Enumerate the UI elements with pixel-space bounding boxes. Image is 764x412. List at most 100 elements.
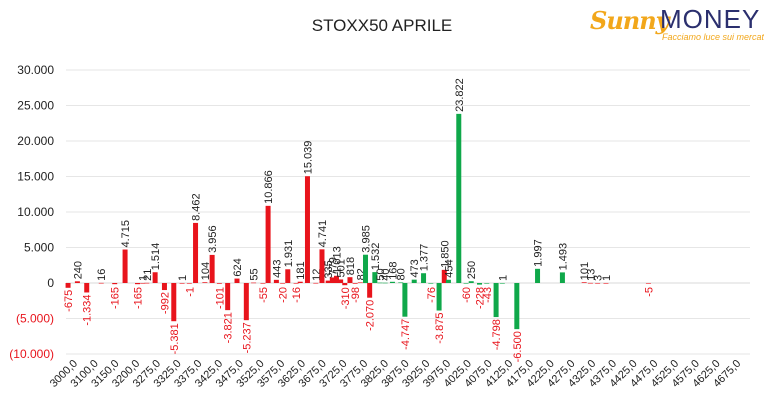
bar-data-label: 4.741 — [317, 220, 329, 248]
bar-data-label: 168 — [387, 261, 399, 279]
bar — [251, 282, 257, 284]
bar-data-label: 4.715 — [120, 220, 132, 248]
bar — [338, 279, 344, 283]
y-tick-label: 30.000 — [17, 63, 54, 77]
bar — [411, 279, 417, 283]
bar-data-label: 501 — [336, 259, 348, 277]
bar — [186, 283, 192, 284]
bar-data-label: -4.798 — [491, 319, 503, 350]
bar — [297, 281, 303, 283]
y-tick-label: 10.000 — [17, 205, 54, 219]
bar — [559, 272, 565, 283]
bar-data-label: 1 — [138, 275, 150, 281]
bar-data-label: 1 — [601, 275, 613, 281]
bar — [243, 283, 249, 321]
bar — [152, 272, 158, 283]
sunny-money-logo: Sunny MONEY Facciamo luce sui mercati — [590, 4, 764, 44]
bar-data-label: -76 — [426, 287, 438, 303]
bar-data-label: 50 — [375, 268, 387, 280]
bar-data-label: -310 — [340, 287, 352, 309]
bar-data-label: 104 — [200, 262, 212, 280]
bar — [477, 283, 483, 285]
bar-data-label: -55 — [258, 287, 270, 303]
bar — [402, 283, 408, 317]
bar — [363, 254, 369, 283]
bar — [357, 282, 363, 284]
bar-data-label: 473 — [409, 259, 421, 277]
bar-data-label: 1.532 — [370, 243, 382, 271]
bar — [265, 205, 271, 283]
bar — [112, 283, 118, 285]
bar — [595, 282, 601, 284]
bar — [581, 282, 587, 283]
bar-data-label: 779 — [327, 257, 339, 275]
bar — [347, 277, 353, 283]
logo-word-sunny: Sunny — [590, 6, 670, 35]
bar — [193, 222, 199, 283]
bar — [280, 283, 286, 284]
bar — [209, 254, 215, 283]
y-tick-label: (5.000) — [16, 312, 54, 326]
bar — [428, 283, 434, 284]
bar-data-label: 818 — [345, 257, 357, 275]
bar-data-label: 624 — [232, 258, 244, 276]
bar-data-label: 250 — [466, 261, 478, 279]
bar-data-label: -20 — [278, 287, 290, 303]
bar-data-label: 1.931 — [283, 240, 295, 268]
bar-data-label: -98 — [350, 287, 362, 303]
bar-data-label: 8.462 — [191, 193, 203, 221]
bar — [144, 282, 150, 284]
bar-data-label: -165 — [110, 287, 122, 309]
y-tick-label: 20.000 — [17, 134, 54, 148]
bar — [342, 283, 348, 286]
bar-data-label: 10.866 — [263, 170, 275, 204]
bar — [135, 283, 141, 285]
bar — [98, 282, 104, 284]
bar-data-label: 1.514 — [150, 243, 162, 271]
chart-title: STOXX50 APRILE — [311, 16, 453, 35]
bar — [587, 282, 593, 284]
bar-data-label: 454 — [443, 259, 455, 277]
bar — [179, 282, 185, 284]
bar-data-label: -101 — [214, 287, 226, 309]
bar — [171, 283, 177, 322]
logo-word-money: MONEY — [660, 4, 761, 34]
bar-data-label: 240 — [72, 261, 84, 279]
bar-data-label: 40 — [380, 268, 392, 280]
bar-data-label: 13 — [585, 269, 597, 281]
bar — [456, 113, 462, 283]
bar-data-label: 16 — [96, 269, 108, 281]
bar — [260, 283, 266, 284]
bar-data-label: 101 — [579, 262, 591, 280]
bar-data-label: -3.875 — [434, 313, 446, 344]
bar — [398, 282, 404, 284]
bar-data-label: -5.237 — [241, 322, 253, 353]
bar-data-label: 1.013 — [331, 246, 343, 274]
bar-data-label: -43 — [482, 287, 494, 303]
bar — [122, 249, 128, 283]
bar-data-label: -5 — [643, 287, 655, 297]
bar-data-label: 1.850 — [439, 240, 451, 268]
bar — [603, 282, 609, 284]
bar-data-label: -3.821 — [223, 312, 235, 343]
bar — [372, 272, 378, 283]
bar-data-label: -5.381 — [169, 323, 181, 354]
bar — [304, 176, 310, 283]
bar — [285, 269, 291, 283]
bar — [499, 282, 505, 284]
bar — [352, 283, 358, 284]
bar-data-label: 3 — [593, 275, 605, 281]
bar-data-label: 181 — [295, 261, 307, 279]
bar-data-label: 3.985 — [361, 225, 373, 253]
bar-data-label: -992 — [159, 292, 171, 314]
bar — [421, 273, 427, 283]
bar-data-label: 55 — [249, 268, 261, 280]
bar — [140, 282, 146, 284]
bar — [74, 281, 80, 283]
bar — [367, 283, 373, 298]
bar-data-label: -60 — [461, 287, 473, 303]
bar-data-label: 1 — [497, 275, 509, 281]
bar — [313, 282, 319, 284]
bar — [84, 283, 90, 293]
bar-data-label: 80 — [396, 268, 408, 280]
